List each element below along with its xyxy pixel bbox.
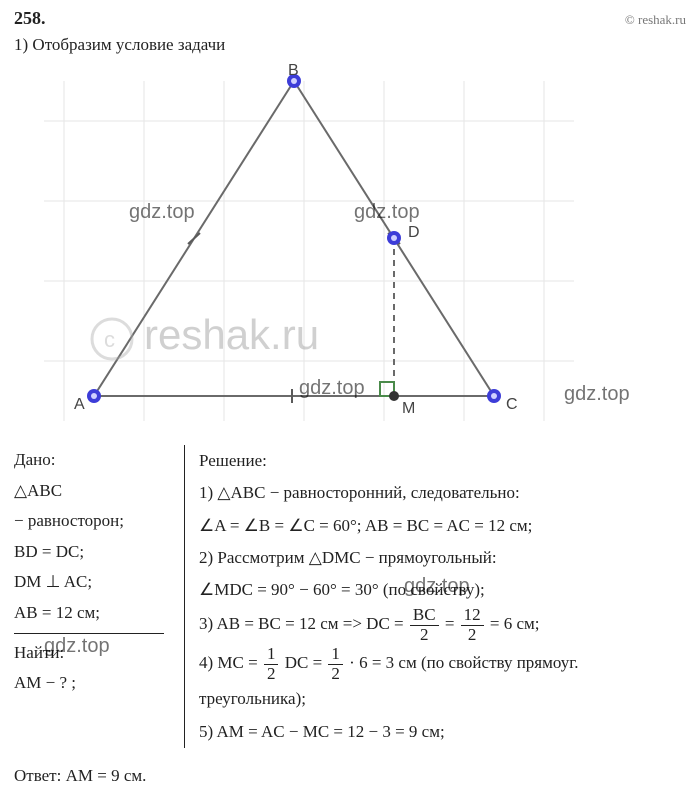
frac-den: 2 — [328, 665, 343, 684]
s4-mid1: DC = — [285, 653, 327, 672]
solution-s5: 5) AM = AC − MC = 12 − 3 = 9 см; — [199, 716, 686, 748]
find-value: AM − ? ; — [14, 668, 174, 699]
solution-s4-cont: треугольника); — [199, 683, 686, 715]
frac-num: 1 — [264, 645, 279, 665]
given-column: Дано: △ABC − равносторон; BD = DC; DM ⊥ … — [14, 445, 184, 748]
vertex-c-label: C — [506, 396, 518, 413]
credit-text: © reshak.ru — [625, 12, 686, 28]
vertex-m-label: M — [402, 400, 415, 417]
find-title: Найти: — [14, 638, 174, 669]
two-column-block: Дано: △ABC − равносторон; BD = DC; DM ⊥ … — [14, 445, 686, 748]
given-l4: DM ⊥ AC; — [14, 567, 174, 598]
solution-column: Решение: 1) △ABC − равносторонний, следо… — [184, 445, 686, 748]
vertex-a-label: A — [74, 396, 85, 413]
vertex-b-label: B — [288, 62, 299, 79]
frac-den: 2 — [264, 665, 279, 684]
svg-text:c: c — [104, 327, 115, 352]
solution-s2b: ∠MDC = 90° − 60° = 30° (по свойству); — [199, 574, 686, 606]
fraction-half-b: 1 2 — [328, 645, 343, 683]
given-l1: △ABC — [14, 476, 174, 507]
answer-line: Ответ: AM = 9 см. — [14, 766, 686, 786]
frac-den: 2 — [461, 626, 484, 645]
fraction-12-2: 12 2 — [461, 606, 484, 644]
triangle-diagram: A B C D M c gdz.top gdz.top gdz.top gdz.… — [14, 61, 686, 431]
frac-num: 1 — [328, 645, 343, 665]
given-l2: − равносторон; — [14, 506, 174, 537]
solution-s1a: 1) △ABC − равносторонний, следовательно: — [199, 477, 686, 509]
solution-s4: 4) MC = 1 2 DC = 1 2 · 6 = 3 см (по свой… — [199, 645, 686, 683]
fraction-half-a: 1 2 — [264, 645, 279, 683]
solution-s2a: 2) Рассмотрим △DMC − прямоугольный: — [199, 542, 686, 574]
s3-pre: 3) AB = BC = 12 см => DC = — [199, 615, 408, 634]
solution-s1b: ∠A = ∠B = ∠C = 60°; AB = BC = AC = 12 см… — [199, 510, 686, 542]
frac-num: 12 — [461, 606, 484, 626]
given-l3: BD = DC; — [14, 537, 174, 568]
frac-num: BC — [410, 606, 439, 626]
frac-den: 2 — [410, 626, 439, 645]
fraction-bc-2: BC 2 — [410, 606, 439, 644]
solution-title: Решение: — [199, 445, 686, 477]
given-l5: AB = 12 см; — [14, 598, 174, 629]
s4-mid2: · 6 = 3 см (по свойству прямоуг. — [349, 653, 578, 672]
vertex-d-label: D — [408, 224, 420, 241]
given-title: Дано: — [14, 445, 174, 476]
divider-line — [14, 633, 164, 634]
solution-s3: 3) AB = BC = 12 см => DC = BC 2 = 12 2 =… — [199, 606, 686, 644]
s3-post: = 6 см; — [490, 615, 540, 634]
s4-pre: 4) MC = — [199, 653, 262, 672]
s3-mid: = — [445, 615, 459, 634]
problem-number: 258. — [14, 8, 46, 29]
intro-line: 1) Отобразим условие задачи — [14, 35, 686, 55]
